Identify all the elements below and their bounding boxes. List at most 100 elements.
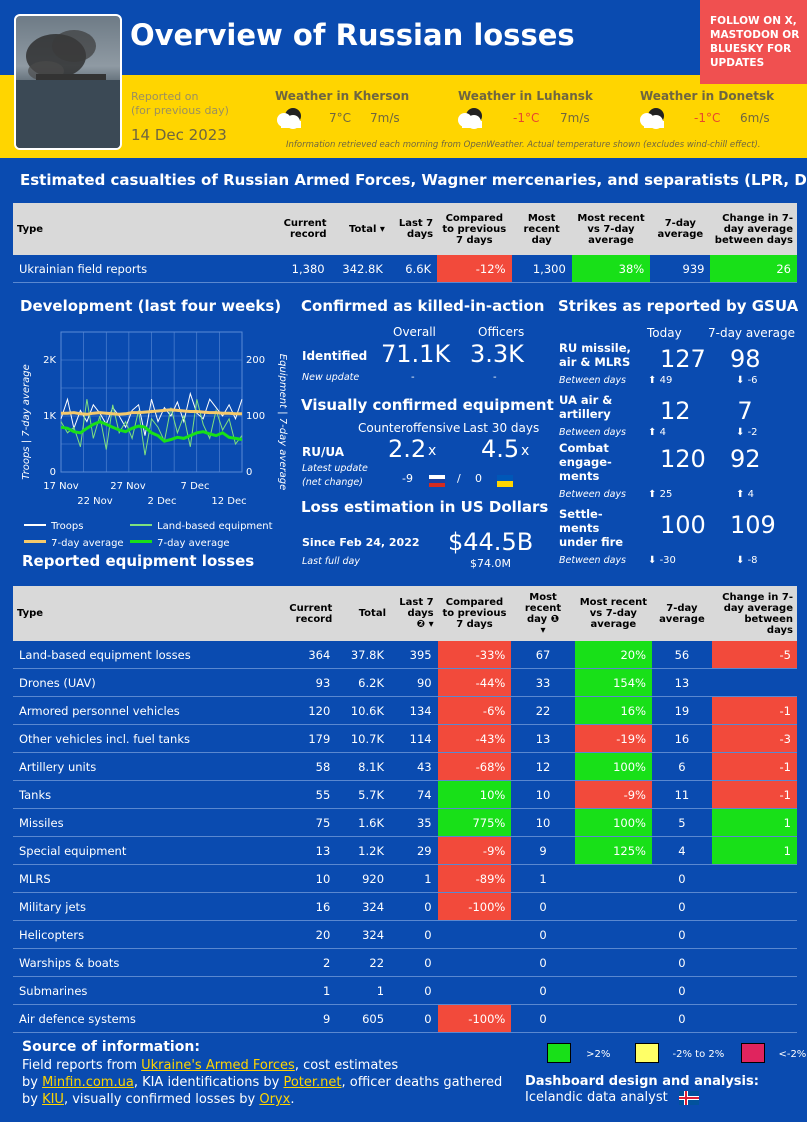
cell-avg7: 56 — [652, 641, 712, 669]
cell-compared — [437, 920, 512, 949]
cell-type: Air defence systems — [13, 1004, 250, 1033]
visual-row-sub1: Latest update — [302, 463, 368, 474]
col-last7[interactable]: Last 7 days ❷ ▾ — [390, 586, 438, 641]
sort-icon[interactable]: ▾ — [428, 619, 434, 630]
sort-icon[interactable]: ▾ — [379, 223, 385, 235]
cell-compared: -89% — [437, 864, 512, 893]
col-avg7: 7-day average — [650, 203, 711, 255]
cell-avg7: 16 — [652, 724, 712, 753]
cell-total: 6.2K — [336, 668, 391, 697]
cell-last7: 395 — [390, 641, 438, 669]
strike-avg-delta: ⬇ -6 — [736, 375, 758, 386]
cell-change: -1 — [711, 752, 797, 781]
table-row: Warships & boats 2 22 0 0 0 — [13, 948, 797, 977]
follow-button[interactable]: FOLLOW ON X, MASTODON OR BLUESKY FOR UPD… — [700, 0, 807, 84]
casualties-heading: Estimated casualties of Russian Armed Fo… — [20, 171, 807, 189]
visual-slash: / — [457, 472, 461, 485]
cloud-icon — [273, 106, 307, 134]
strike-avg-delta: ⬇ -2 — [736, 427, 758, 438]
cell-type: Land-based equipment losses — [13, 641, 250, 669]
cell-type: Armored personnel vehicles — [13, 696, 250, 725]
col-total[interactable]: Total ▾ — [330, 203, 389, 255]
legend-swatch-red — [741, 1042, 766, 1063]
cell-type: Special equipment — [13, 836, 250, 865]
arrow-down-icon: ⬇ — [736, 427, 745, 438]
cell-avg7: 11 — [652, 780, 712, 809]
cell-last7: 114 — [390, 724, 438, 753]
strike-today: 120 — [660, 445, 706, 473]
troops-line — [60, 391, 243, 436]
strike-today: 12 — [660, 397, 691, 425]
cell-last7: 43 — [390, 752, 438, 781]
row-last7: 6.6K — [388, 255, 438, 283]
strike-avg-delta: ⬇ -8 — [736, 555, 758, 566]
cell-type: Artillery units — [13, 752, 250, 781]
col-type: Type — [13, 203, 243, 255]
cell-recent: 0 — [511, 892, 575, 921]
development-heading: Development (last four weeks) — [20, 297, 282, 315]
for-previous-day-label: (for previous day) — [131, 104, 229, 117]
cell-type: Drones (UAV) — [13, 668, 250, 697]
x-tick: 17 Nov — [43, 481, 79, 492]
minfin-link[interactable]: Minfin.com.ua — [42, 1075, 134, 1090]
cell-recent: 12 — [511, 752, 575, 781]
cell-total: 37.8K — [336, 641, 391, 669]
header-bar — [0, 0, 807, 75]
cell-last7: 0 — [390, 920, 438, 949]
info-icon[interactable]: ❷ — [416, 619, 426, 630]
cell-last7: 35 — [390, 808, 438, 837]
info-icon[interactable]: ❶ — [550, 613, 560, 625]
visual-ru-change: -9 — [402, 472, 413, 485]
sort-icon[interactable]: ▾ — [540, 624, 546, 636]
cell-recent: 33 — [511, 668, 575, 697]
ukraine-armed-forces-link[interactable]: Ukraine's Armed Forces — [141, 1058, 295, 1073]
cell-record: 10 — [249, 864, 337, 893]
col-compared: Compared to previous 7 days — [437, 586, 512, 641]
troops-avg-line — [61, 408, 242, 416]
table-row: MLRS 10 920 1 -89% 1 0 — [13, 864, 797, 893]
cell-avg7: 19 — [652, 696, 712, 725]
cell-record: 58 — [249, 752, 337, 781]
strike-today-delta: ⬆ 25 — [648, 489, 673, 500]
cell-change — [711, 892, 797, 921]
table-row: Armored personnel vehicles 120 10.6K 134 -6%… — [13, 696, 797, 725]
arrow-down-icon: ⬇ — [736, 375, 745, 386]
cell-last7: 0 — [390, 948, 438, 977]
legend-swatch — [24, 540, 46, 543]
cell-total: 1 — [336, 976, 391, 1005]
cell-record: 120 — [249, 696, 337, 725]
cell-recent: 1 — [511, 864, 575, 893]
cell-change — [711, 948, 797, 977]
y-left-tick: 1K — [43, 411, 56, 422]
cell-avg7: 0 — [652, 948, 712, 977]
kia-overall-value: 71.1K — [381, 340, 451, 368]
cell-record: 93 — [249, 668, 337, 697]
designer-name: Icelandic data analyst — [525, 1090, 668, 1105]
cell-change — [711, 1004, 797, 1033]
oryx-link[interactable]: Oryx — [259, 1092, 291, 1107]
poter-link[interactable]: Poter.net — [283, 1075, 342, 1090]
cell-recent: 0 — [511, 948, 575, 977]
kiu-link[interactable]: KIU — [42, 1092, 64, 1107]
table-row: Land-based equipment losses 364 37.8K 395 -3… — [13, 641, 797, 669]
cell-avg7: 6 — [652, 752, 712, 781]
weather-title: Weather in Luhansk — [458, 89, 593, 103]
strike-today-delta: ⬆ 49 — [648, 375, 673, 386]
cell-compared: -43% — [437, 724, 512, 753]
cell-avg7: 13 — [652, 668, 712, 697]
strike-avg: 98 — [730, 345, 761, 373]
col-most-recent[interactable]: Most recent day ❶ ▾ — [511, 586, 575, 641]
weather-note: Information retrieved each morning from … — [286, 140, 761, 150]
kia-heading: Confirmed as killed-in-action — [301, 297, 545, 315]
visual-col2: Last 30 days — [463, 421, 540, 435]
cell-type: Helicopters — [13, 920, 250, 949]
col-last7: Last 7 days — [388, 203, 438, 255]
cell-recent-vs: 20% — [574, 641, 652, 669]
cell-recent-vs — [574, 1004, 652, 1033]
equipment-table: Type Current record Total Last 7 days ❷ ▾… — [13, 586, 797, 1033]
strike-avg: 92 — [730, 445, 761, 473]
y-left-tick: 2K — [43, 355, 56, 366]
kia-col-officers: Officers — [478, 325, 525, 339]
weather-donetsk: Weather in Donetsk — [640, 89, 774, 103]
x-tick: 22 Nov — [77, 496, 113, 507]
